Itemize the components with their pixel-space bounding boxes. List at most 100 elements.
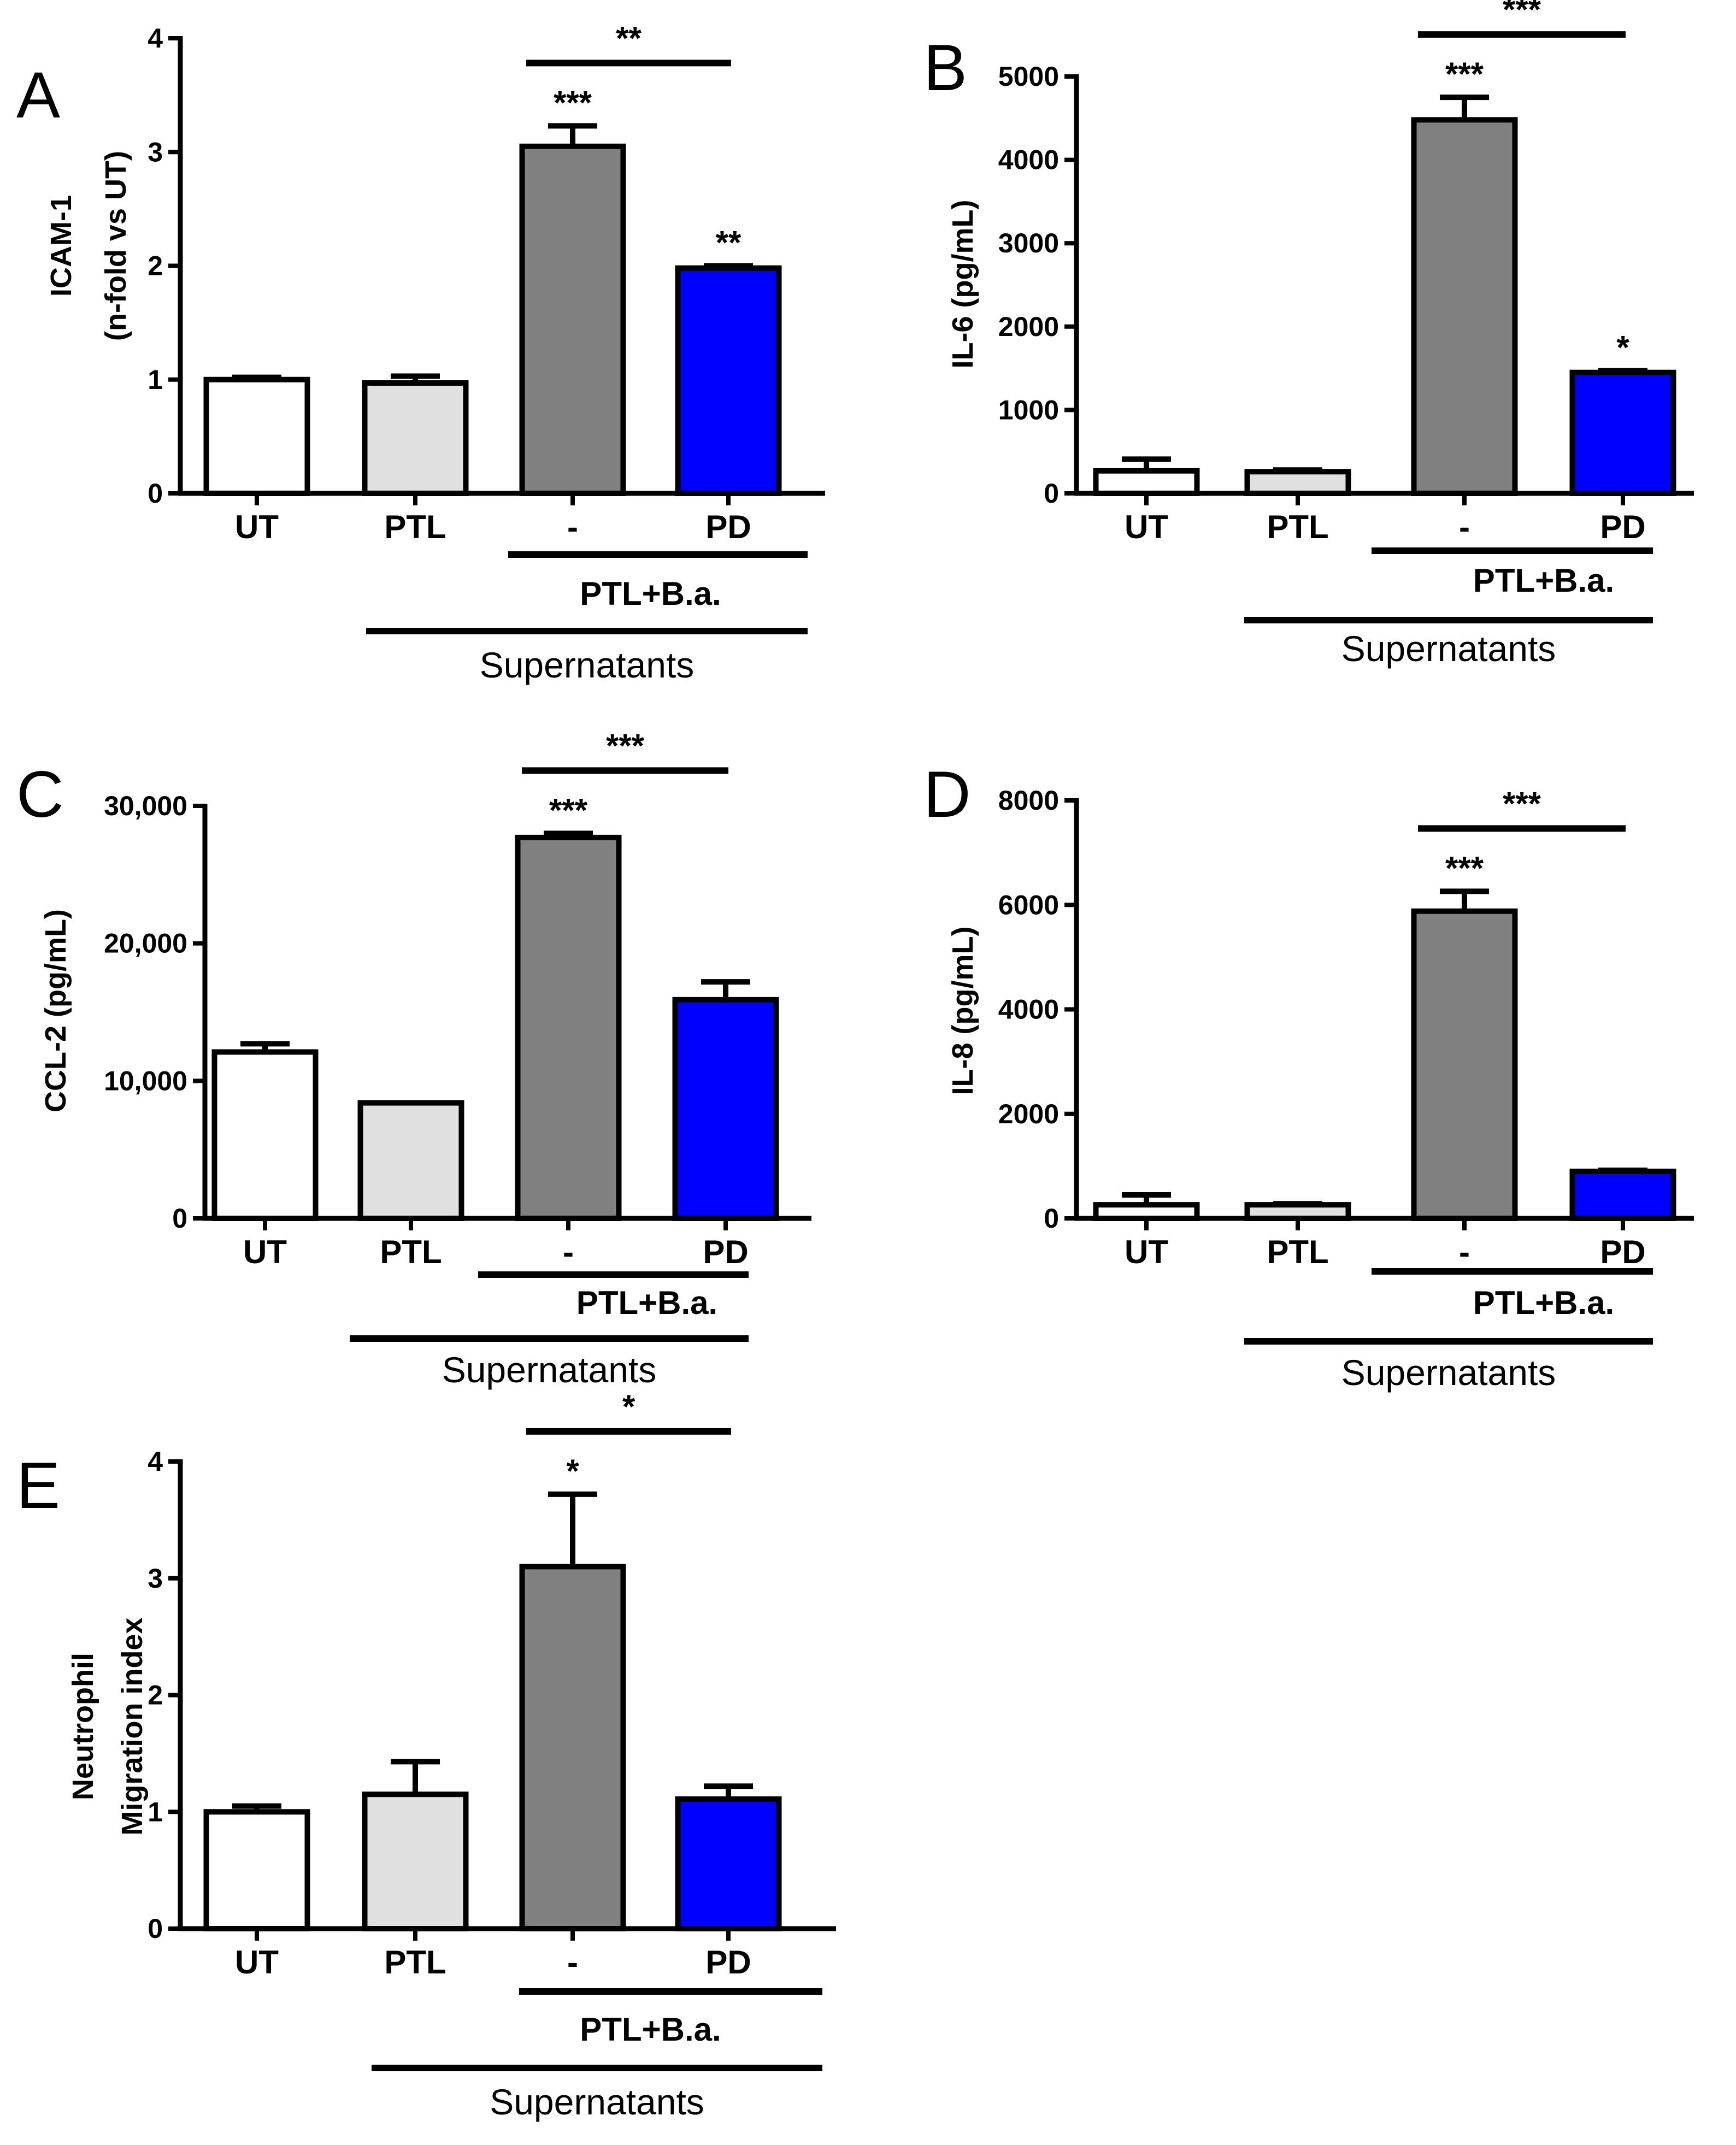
x-category-label: UT bbox=[235, 509, 279, 545]
x-category-label: - bbox=[567, 509, 578, 545]
y-tick-label: 2000 bbox=[998, 1099, 1059, 1129]
y-axis-label: CCL-2 (pg/mL) bbox=[39, 909, 72, 1112]
y-tick-label: 0 bbox=[148, 1913, 163, 1944]
bar-1 bbox=[203, 376, 310, 496]
comparison-star: *** bbox=[606, 727, 645, 764]
y-tick-label: 20,000 bbox=[104, 928, 187, 959]
x-category-label: - bbox=[567, 1944, 578, 1981]
bar-1 bbox=[211, 1049, 319, 1221]
y-axis-label: IL-6 (pg/mL) bbox=[946, 200, 979, 369]
x-category-label: PD bbox=[1600, 1234, 1645, 1270]
significance-star: *** bbox=[1445, 56, 1484, 92]
y-tick-label: 4 bbox=[148, 1446, 163, 1477]
y-axis-label: IL-8 (pg/mL) bbox=[946, 927, 979, 1095]
x-category-label: - bbox=[1459, 1234, 1470, 1270]
bar-4 bbox=[672, 997, 779, 1221]
bar-4 bbox=[1569, 1168, 1676, 1221]
group-label: PTL+B.a. bbox=[580, 2011, 721, 2048]
bar-3 bbox=[1411, 117, 1518, 497]
bar-2 bbox=[1244, 1202, 1351, 1221]
panel-d: D IL-8 (pg/mL) 0 2000 4000 6000 8000 UT PTL - *** P… bbox=[923, 758, 1694, 1393]
x-category-label: PTL bbox=[1267, 509, 1328, 545]
supernatants-label: Supernatants bbox=[442, 1350, 657, 1390]
bar-4 bbox=[675, 1796, 782, 1932]
y-tick-label: 0 bbox=[1044, 1203, 1059, 1234]
y-axis-label: Migration index bbox=[116, 1617, 149, 1835]
y-tick-label: 1000 bbox=[998, 394, 1059, 425]
y-axis-label: (n-fold vs UT) bbox=[99, 151, 132, 341]
x-category-label: PD bbox=[705, 1944, 751, 1981]
bar-2 bbox=[362, 1792, 469, 1931]
group-label: PTL+B.a. bbox=[580, 575, 721, 612]
y-tick-label: 1 bbox=[148, 364, 163, 395]
bar-1 bbox=[1093, 468, 1200, 496]
x-category-label: PTL bbox=[1267, 1234, 1328, 1270]
y-tick-label: 0 bbox=[1044, 478, 1059, 509]
panel-letter: B bbox=[923, 31, 967, 104]
y-tick-label: 1 bbox=[148, 1796, 163, 1827]
bar-4 bbox=[675, 265, 782, 496]
x-category-label: PTL bbox=[380, 1234, 442, 1270]
x-category-label: - bbox=[563, 1234, 574, 1270]
bar-3 bbox=[519, 1564, 626, 1931]
bar-3 bbox=[515, 834, 622, 1221]
x-category-label: UT bbox=[235, 1944, 279, 1981]
y-tick-label: 2 bbox=[148, 1680, 163, 1711]
y-tick-label: 2 bbox=[148, 251, 163, 281]
y-tick-label: 2000 bbox=[998, 311, 1059, 342]
comparison-star: ** bbox=[616, 20, 642, 56]
group-label: PTL+B.a. bbox=[576, 1284, 717, 1321]
y-tick-label: 0 bbox=[148, 478, 163, 509]
panel-c: C CCL-2 (pg/mL) 0 10,000 20,000 30,000 UT PTL - *… bbox=[16, 727, 811, 1390]
y-tick-label: 3 bbox=[148, 1563, 163, 1594]
significance-star: * bbox=[1616, 329, 1629, 366]
y-tick-label: 3000 bbox=[998, 228, 1059, 258]
panel-letter: E bbox=[16, 1449, 60, 1522]
x-category-label: UT bbox=[1125, 1234, 1168, 1270]
y-axis-label: Neutrophil bbox=[67, 1653, 99, 1800]
supernatants-label: Supernatants bbox=[1341, 628, 1556, 669]
significance-star: ** bbox=[716, 225, 742, 261]
y-tick-label: 4 bbox=[148, 23, 163, 54]
bar-2 bbox=[362, 380, 469, 496]
bar-3 bbox=[519, 143, 626, 496]
comparison-star: * bbox=[622, 1388, 635, 1425]
group-label: PTL+B.a. bbox=[1473, 562, 1614, 599]
significance-star: * bbox=[566, 1453, 579, 1489]
panel-b: B IL-6 (pg/mL) 0 1000 2000 3000 4000 5000 UT PTL -… bbox=[923, 0, 1694, 669]
bar-2 bbox=[1244, 469, 1351, 496]
panel-letter: A bbox=[16, 58, 60, 132]
x-category-label: PD bbox=[703, 1234, 748, 1270]
panel-a: A ICAM-1 (n-fold vs UT) 0 1 2 3 4 UT PTL - *** PD ** *… bbox=[16, 20, 825, 685]
panel-e: E Neutrophil Migration index 0 1 2 3 4 UT PTL - * PD… bbox=[16, 1388, 836, 2122]
comparison-star: *** bbox=[1503, 0, 1541, 28]
bar-1 bbox=[1093, 1202, 1200, 1221]
supernatants-label: Supernatants bbox=[480, 645, 695, 685]
bar-2 bbox=[357, 1100, 464, 1221]
x-category-label: PTL bbox=[384, 509, 446, 545]
x-category-label: PD bbox=[705, 509, 751, 545]
supernatants-label: Supernatants bbox=[490, 2082, 704, 2122]
significance-star: *** bbox=[554, 84, 592, 121]
panel-letter: D bbox=[923, 758, 971, 831]
bar-4 bbox=[1569, 369, 1676, 496]
y-tick-label: 4000 bbox=[998, 994, 1059, 1025]
y-tick-label: 3 bbox=[148, 137, 163, 167]
y-tick-label: 5000 bbox=[998, 61, 1059, 92]
x-category-label: PD bbox=[1600, 509, 1645, 545]
y-tick-label: 4000 bbox=[998, 145, 1059, 175]
x-category-label: UT bbox=[243, 1234, 287, 1270]
significance-star: *** bbox=[549, 792, 588, 828]
y-tick-label: 30,000 bbox=[104, 791, 187, 821]
bar-1 bbox=[203, 1809, 310, 1931]
x-category-label: - bbox=[1459, 509, 1470, 545]
x-category-label: PTL bbox=[384, 1944, 446, 1981]
bar-3 bbox=[1411, 908, 1518, 1221]
y-axis-label: ICAM-1 bbox=[45, 195, 78, 297]
significance-star: *** bbox=[1445, 850, 1484, 886]
panel-letter: C bbox=[16, 758, 64, 831]
y-tick-label: 8000 bbox=[998, 785, 1059, 816]
group-label: PTL+B.a. bbox=[1473, 1284, 1614, 1321]
y-tick-label: 0 bbox=[172, 1203, 187, 1234]
